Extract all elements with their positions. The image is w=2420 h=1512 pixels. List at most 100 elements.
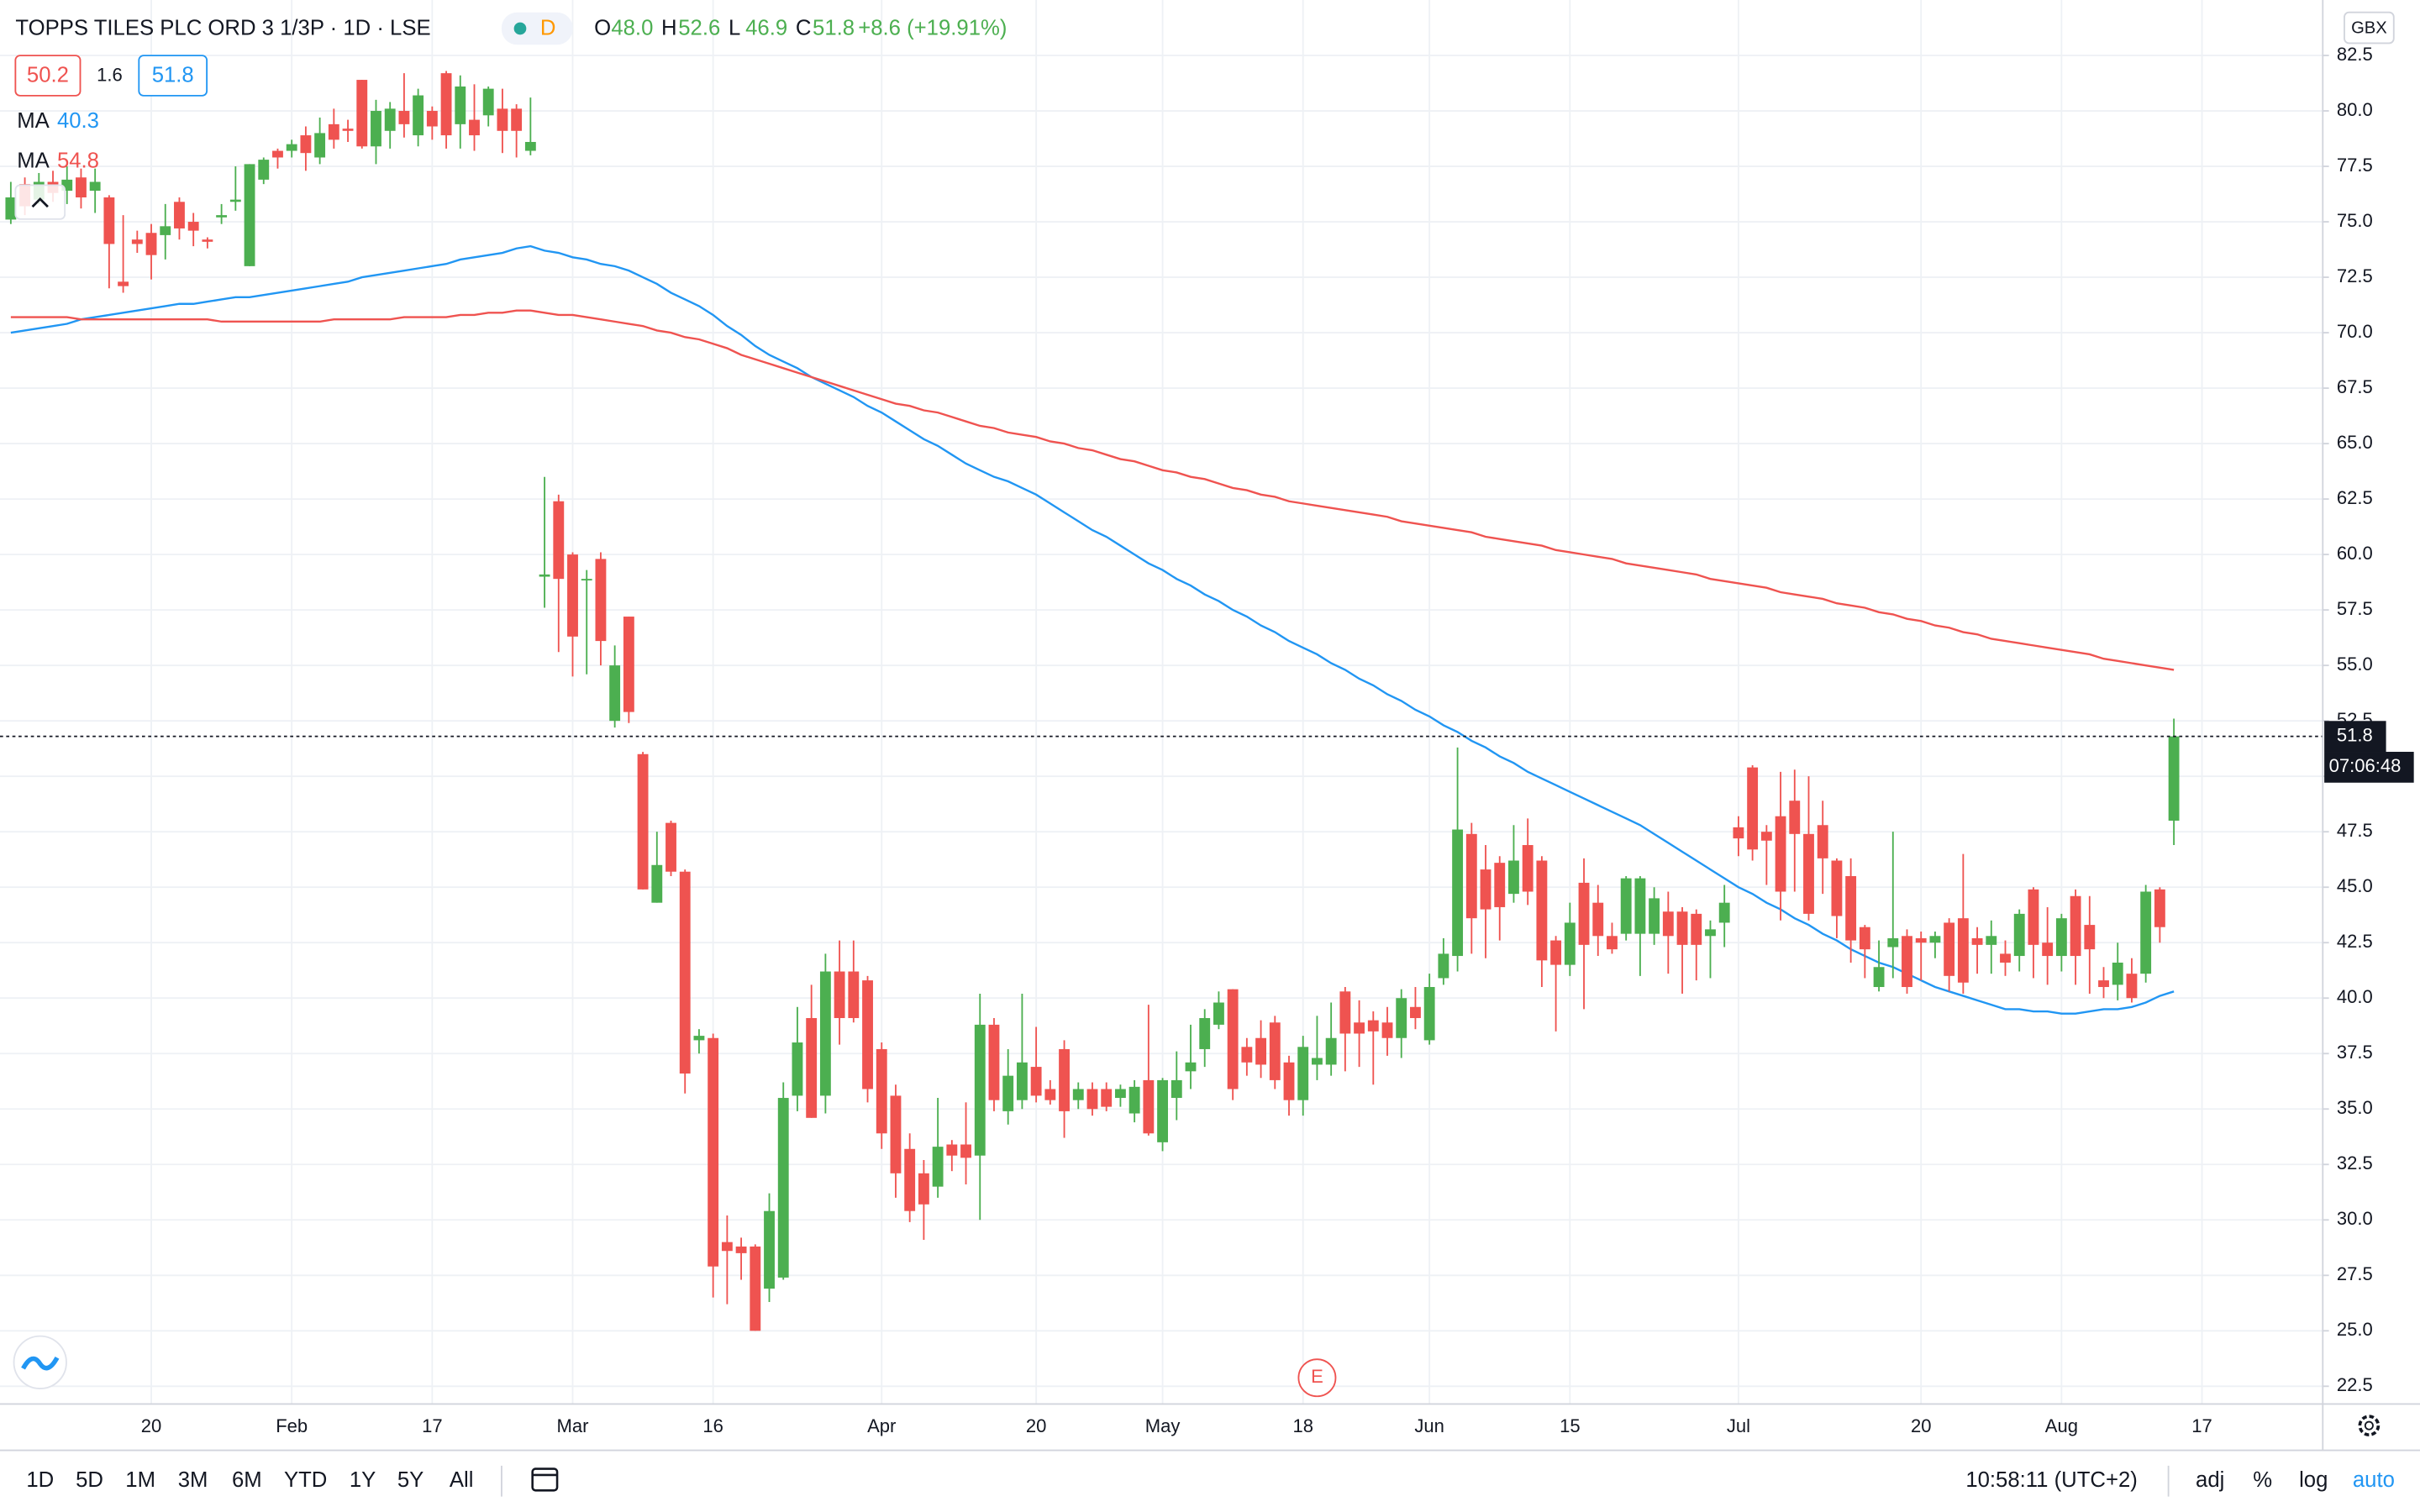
candle-body [511,108,523,131]
bid-box[interactable] [14,55,82,97]
candle-body [1718,902,1730,923]
y-tick-label: 65.0 [2337,432,2373,453]
date-range-icon[interactable] [531,1467,559,1492]
scale-option[interactable]: auto [2353,1468,2395,1492]
candle-body [1902,936,1912,988]
candle-body [1508,860,1519,895]
candle-body [300,135,312,154]
candle-body [862,980,873,1089]
range-button[interactable]: 5D [76,1468,103,1492]
candle-body [2154,889,2165,927]
candle-body [1241,1047,1253,1063]
candle-body [1255,1037,1267,1065]
scale-option[interactable]: log [2299,1468,2328,1492]
candles [5,71,2180,1331]
candle-body [1002,1075,1014,1111]
candle-body [1705,929,1716,937]
candle-body [1803,833,1814,914]
candle-body [1760,832,1772,841]
earnings-marker[interactable] [1297,1358,1337,1398]
candle-body [1789,801,1801,834]
candle-body [581,579,592,581]
range-button[interactable]: All [450,1468,474,1492]
candle-body [1578,882,1590,945]
x-tick-label: Mar [557,1415,589,1436]
candle-body [1143,1079,1155,1134]
candle-body [1550,940,1562,965]
candle-body [2112,962,2123,985]
candle-body [777,1098,789,1278]
candle-body [440,73,452,136]
candle-body [131,239,143,244]
candle-body [2126,974,2138,999]
candle-body [202,239,213,242]
countdown-box [2324,752,2414,783]
candle-body [2042,942,2054,957]
candle-body [5,197,17,220]
x-tick-label: 20 [1026,1415,1047,1436]
ma-legend-name: MA [17,150,50,173]
candle-body [342,129,354,131]
candle-body [1649,898,1660,934]
x-tick-label: 20 [141,1415,162,1436]
scale-option[interactable]: % [2253,1468,2272,1492]
candle-body [1325,1037,1337,1065]
candle-body [328,123,339,140]
candle-body [792,1042,803,1096]
ma-legend-value: 40.3 [57,109,99,133]
settings-icon[interactable] [2358,1415,2381,1436]
y-tick-label: 62.5 [2337,487,2373,508]
candle-body [1915,937,1927,943]
ma-line [10,244,2175,1015]
candle-body [539,574,550,577]
range-button[interactable]: 3M [178,1468,208,1492]
y-tick-label: 80.0 [2337,99,2373,120]
candle-body [497,108,508,131]
candle-body [651,864,663,903]
candle-body [1494,863,1506,907]
candle-body [834,971,845,1018]
candle-body [1662,911,1674,937]
y-tick-label: 67.5 [2337,376,2373,397]
candle-body [160,226,171,235]
candle-body [623,617,634,712]
ohlc-value: 52.6 [678,17,720,40]
range-button[interactable]: YTD [284,1468,327,1492]
y-tick-label: 55.0 [2337,654,2373,675]
ohlc-key: H [661,17,677,40]
candle-body [595,559,607,642]
range-button[interactable]: 1Y [350,1468,376,1492]
candle-body [2028,889,2039,945]
candle-body [679,871,691,1074]
candle-body [1929,936,1941,943]
x-tick-label: Jun [1414,1415,1444,1436]
ma-legend: MA 40.3 MA 54.8 [17,109,99,173]
y-tick-label: 27.5 [2337,1263,2373,1284]
y-tick-label: 72.5 [2337,265,2373,286]
range-button[interactable]: 6M [232,1468,262,1492]
y-tick-label: 75.0 [2337,210,2373,231]
candle-body [258,160,270,180]
x-tick-label: 17 [422,1415,443,1436]
candle-body [1086,1089,1098,1110]
range-button[interactable]: 1M [125,1468,155,1492]
candle-body [666,822,676,872]
candle-body [1887,937,1899,948]
y-tick-label: 45.0 [2337,875,2373,896]
range-button[interactable]: 5Y [397,1468,424,1492]
candle-body [2084,925,2096,950]
candle-body [1171,1079,1182,1099]
scale-option[interactable]: adj [2196,1468,2224,1492]
y-tick-label: 25.0 [2337,1319,2373,1340]
x-tick-label: Feb [276,1415,308,1436]
symbol-title: TOPPS TILES PLC ORD 3 1/3P · 1D · LSE [15,17,430,40]
collapse-button[interactable] [14,184,66,220]
candle-body [1944,922,1955,976]
candle-body [1676,911,1688,945]
ask-box[interactable] [138,55,208,97]
settings-icon-core [2364,1420,2374,1431]
candle-body [1733,827,1744,839]
y-tick-label: 22.5 [2337,1374,2373,1395]
range-button[interactable]: 1D [26,1468,54,1492]
